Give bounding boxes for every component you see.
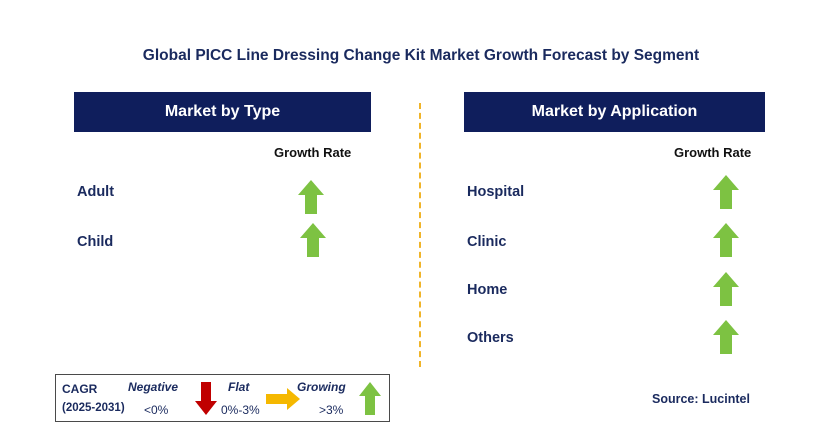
orange-right-arrow-icon	[266, 388, 300, 410]
market-by-type-header-label: Market by Type	[164, 103, 281, 120]
red-down-arrow-icon	[195, 382, 217, 415]
application-row-hospital: Hospital	[467, 184, 525, 200]
cagr-legend: CAGR (2025-2031) Negative <0% Flat 0%-3%…	[55, 374, 390, 422]
market-by-type-header: Market by Type	[74, 92, 371, 132]
market-by-application-header-label: Market by Application	[531, 103, 698, 120]
page-title: Global PICC Line Dressing Change Kit Mar…	[142, 47, 700, 64]
application-row-clinic: Clinic	[467, 234, 507, 250]
application-row-others: Others	[467, 330, 514, 346]
legend-flat-label: Flat	[228, 380, 250, 394]
green-up-arrow-icon	[300, 223, 326, 257]
legend-period-label: (2025-2031)	[62, 402, 125, 414]
legend-growing-range: >3%	[319, 403, 344, 417]
type-growth-rate-label: Growth Rate	[274, 145, 352, 160]
green-up-arrow-icon	[713, 272, 739, 306]
legend-negative-range: <0%	[144, 403, 169, 417]
source-label: Source: Lucintel	[652, 392, 750, 406]
legend-negative-label: Negative	[128, 380, 179, 394]
type-row-adult: Adult	[77, 184, 115, 200]
legend-growing-label: Growing	[297, 380, 346, 394]
green-up-arrow-icon	[359, 382, 381, 415]
application-row-home: Home	[467, 282, 508, 298]
green-up-arrow-icon	[713, 320, 739, 354]
legend-cagr-label: CAGR	[62, 382, 98, 396]
market-by-application-header: Market by Application	[464, 92, 765, 132]
panel-divider	[419, 103, 421, 367]
green-up-arrow-icon	[298, 180, 324, 214]
application-growth-rate-label: Growth Rate	[674, 145, 752, 160]
green-up-arrow-icon	[713, 223, 739, 257]
type-row-child: Child	[77, 234, 114, 250]
green-up-arrow-icon	[713, 175, 739, 209]
legend-flat-range: 0%-3%	[221, 403, 260, 417]
